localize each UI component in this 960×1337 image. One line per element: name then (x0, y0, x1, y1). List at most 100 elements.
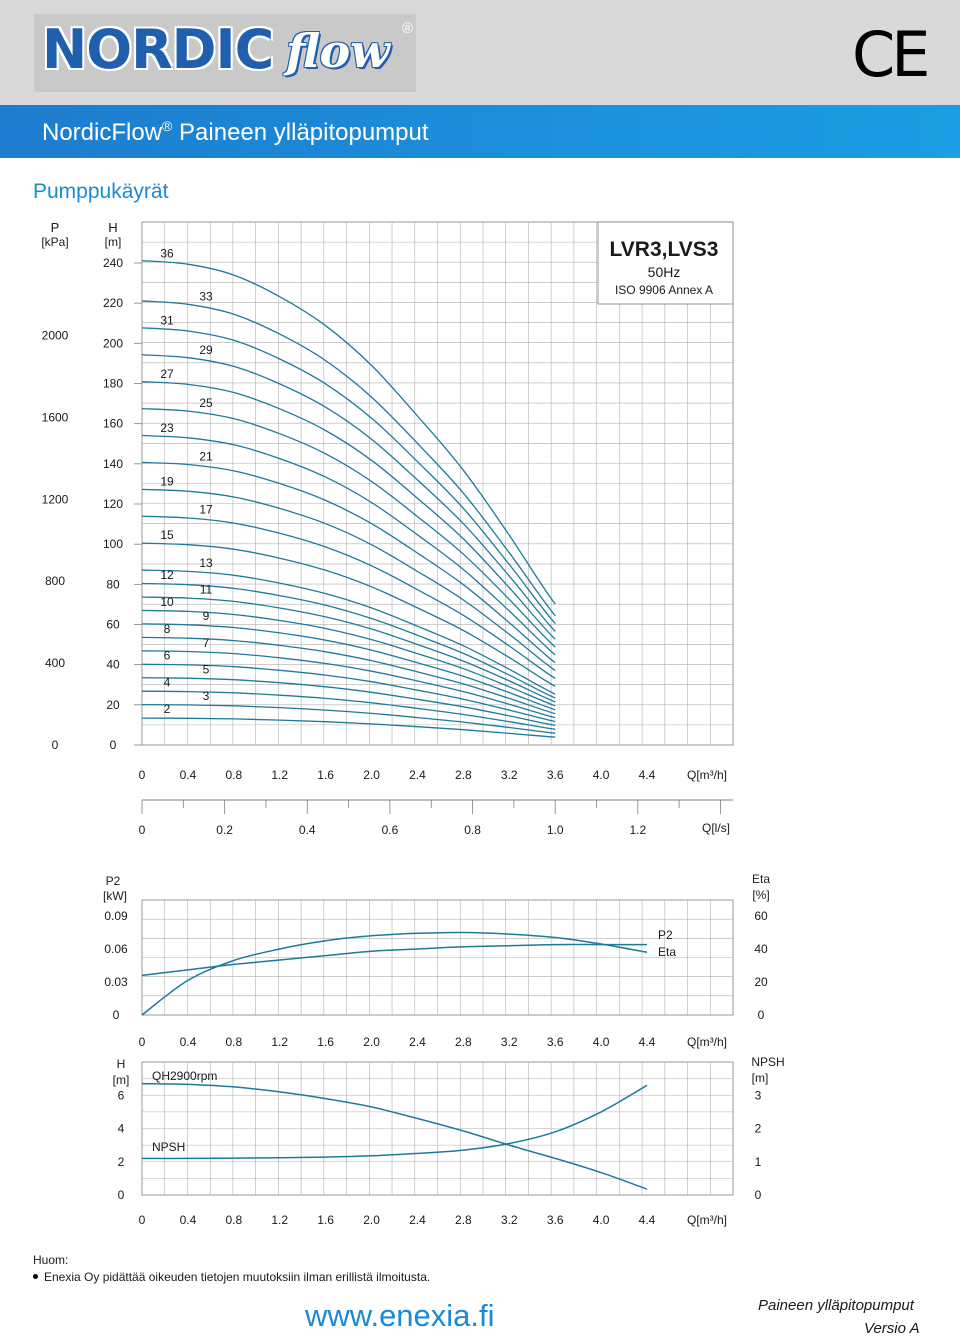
x-tick-label-npsh: 4.0 (593, 1213, 610, 1227)
hq-curve-stage-9 (141, 623, 556, 711)
x-tick-label-p2: 1.2 (271, 1035, 288, 1049)
note-text: Enexia Oy pidättää oikeuden tietojen muu… (44, 1270, 431, 1284)
x-axis-label-ls: Q[l/s] (702, 821, 730, 835)
x-tick-label-ls: 0.6 (382, 823, 399, 837)
qh-tick-label: 0 (118, 1188, 125, 1202)
stage-label: 10 (160, 595, 174, 609)
x-tick-label-p2: 2.8 (455, 1035, 472, 1049)
x-tick-label-m3h: 0 (139, 768, 146, 782)
bullet-icon (33, 1274, 38, 1280)
h-tick-label: 20 (106, 698, 120, 712)
p-axis-label: P (51, 220, 60, 235)
eta-curve (141, 931, 648, 1016)
x-tick-label-p2: 3.6 (547, 1035, 564, 1049)
hq-curve-stage-7 (141, 650, 556, 719)
hq-curve-stage-31 (141, 327, 556, 625)
h-tick-label: 180 (103, 377, 123, 391)
h-tick-label: 0 (110, 738, 117, 752)
x-tick-label-p2: 2.4 (409, 1035, 426, 1049)
stage-label: 8 (164, 622, 171, 636)
hq-curve-stage-33 (141, 300, 556, 617)
stage-label: 13 (199, 556, 213, 570)
qh-curve (141, 1082, 648, 1190)
x-tick-label-m3h: 1.6 (317, 768, 334, 782)
x-tick-label-npsh: 2.0 (363, 1213, 380, 1227)
p2-tick-label: 0.09 (104, 909, 128, 923)
npsh-tick-label: 0 (755, 1188, 762, 1202)
hq-curve-stage-12 (141, 582, 556, 699)
stage-label: 33 (199, 290, 213, 304)
title-rest: Paineen ylläpitopumput (172, 119, 429, 146)
stage-label: 6 (164, 649, 171, 663)
stage-label: 21 (199, 449, 213, 463)
x-tick-label-m3h: 2.0 (363, 768, 380, 782)
footer-doc-title: Paineen ylläpitopumput (758, 1297, 914, 1314)
x-tick-label-ls: 1.2 (629, 823, 646, 837)
stage-label: 2 (164, 702, 171, 716)
p-tick-label: 400 (45, 656, 65, 670)
logo-registered-mark: ® (402, 20, 414, 37)
qh-tick-label: 2 (118, 1155, 125, 1169)
p2-tick-label: 0.06 (104, 942, 128, 956)
x-tick-label-m3h: 3.2 (501, 768, 518, 782)
hq-curve-stage-11 (141, 596, 556, 703)
x-axis-label-p2: Q[m³/h] (687, 1035, 727, 1049)
npsh-tick-label: 2 (755, 1122, 762, 1136)
x-tick-label-npsh: 1.2 (271, 1213, 288, 1227)
npsh-curve (141, 1084, 648, 1160)
h-tick-label: 160 (103, 417, 123, 431)
h-tick-label: 220 (103, 296, 123, 310)
eta-tick-label: 20 (754, 975, 768, 989)
hq-curve-stage-25 (141, 407, 556, 648)
hq-curve-stage-29 (141, 354, 556, 632)
hq-curve-stage-36 (141, 259, 556, 605)
hq-curve-stage-5 (141, 677, 556, 727)
stage-label: 19 (160, 474, 174, 488)
x-tick-label-npsh: 3.2 (501, 1213, 518, 1227)
stage-label: 31 (160, 314, 174, 328)
p2-axis-label: P2 (106, 874, 121, 888)
stage-label: 9 (203, 609, 210, 623)
logo-text-script: flow (286, 24, 390, 78)
x-tick-label-npsh: 3.6 (547, 1213, 564, 1227)
footer-version: Versio A (864, 1320, 920, 1337)
x-tick-label-ls: 0.4 (299, 823, 316, 837)
x-tick-label-m3h: 0.8 (225, 768, 242, 782)
stage-label: 7 (203, 636, 210, 650)
hq-curve-stage-3 (141, 703, 556, 734)
x-tick-label-m3h: 0.4 (180, 768, 197, 782)
title-brand: NordicFlow (42, 119, 163, 146)
hq-curve-stage-8 (141, 636, 556, 715)
hq-curve-stage-2 (141, 717, 556, 738)
p2-series-label: P2 (658, 928, 673, 942)
stage-label: 17 (199, 503, 213, 517)
stage-label: 4 (164, 675, 171, 689)
eta-tick-label: 40 (754, 942, 768, 956)
note-item: Enexia Oy pidättää oikeuden tietojen muu… (33, 1270, 430, 1284)
hq-curve-stage-4 (141, 690, 556, 730)
h-tick-label: 140 (103, 457, 123, 471)
website-link[interactable]: www.enexia.fi (305, 1298, 495, 1333)
x-tick-label-ls: 1.0 (547, 823, 564, 837)
x-tick-label-m3h: 3.6 (547, 768, 564, 782)
qh-series-label: QH2900rpm (152, 1069, 217, 1083)
chart-title: LVR3,LVS3 (610, 238, 719, 261)
x-tick-label-m3h: 2.8 (455, 768, 472, 782)
npsh-series-label: NPSH (152, 1140, 185, 1154)
eta-axis-label: Eta (752, 872, 770, 886)
eta-tick-label: 60 (754, 909, 768, 923)
x-tick-label-npsh: 0 (139, 1213, 146, 1227)
x-tick-label-p2: 0.8 (225, 1035, 242, 1049)
p2-curve (141, 943, 647, 977)
stage-label: 27 (160, 367, 174, 381)
hq-curve-stage-27 (141, 381, 556, 640)
x-tick-label-p2: 1.6 (317, 1035, 334, 1049)
x-axis-label-npsh: Q[m³/h] (687, 1213, 727, 1227)
npsh-tick-label: 3 (755, 1088, 762, 1102)
stage-label: 25 (199, 396, 213, 410)
hq-curve-stage-19 (141, 488, 556, 672)
p-tick-label: 1200 (42, 492, 69, 506)
p-tick-label: 800 (45, 574, 65, 588)
stage-label: 36 (160, 247, 174, 261)
hq-curve-stage-10 (141, 609, 556, 707)
